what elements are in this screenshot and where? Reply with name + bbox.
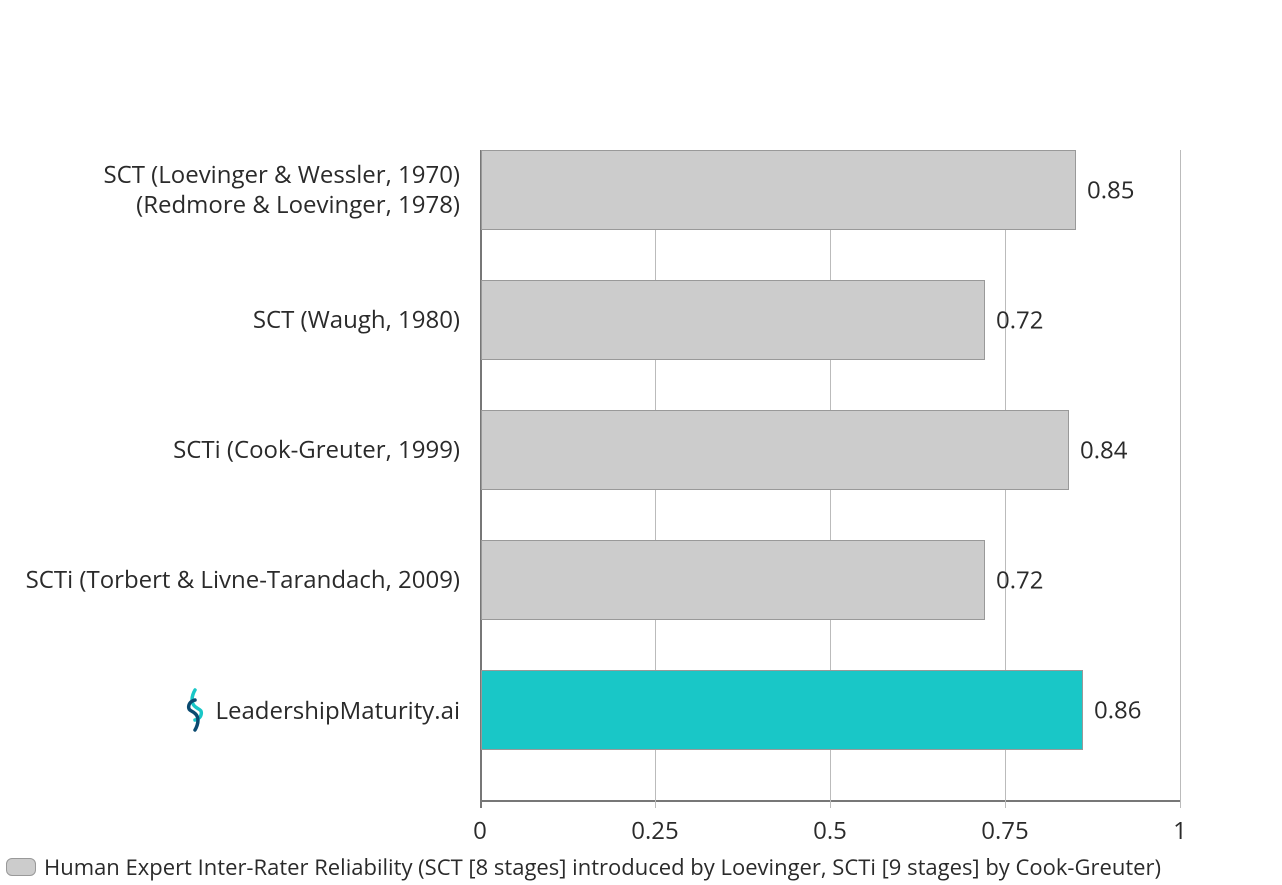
x-tick-line [1180,150,1181,808]
legend-text: Human Expert Inter-Rater Reliability (SC… [44,852,1161,882]
bar-sct-waugh [481,280,985,360]
category-label: SCTi (Torbert & Livne-Tarandach, 2009) [26,565,460,595]
bar-value-label: 0.72 [996,304,1043,337]
bar-scti-cook-greuter [481,410,1069,490]
x-tick-label: 0.75 [981,814,1028,847]
bar-value-label: 0.85 [1087,174,1134,207]
bar-scti-torbert [481,540,985,620]
x-tick-label: 1 [1173,814,1187,847]
category-label: SCT (Waugh, 1980) [253,305,460,335]
leadershipmaturity-logo: LeadershipMaturity.ai [181,688,460,732]
bar-value-label: 0.86 [1094,694,1141,727]
bar-leadershipmaturity-ai [481,670,1083,750]
x-tick-label: 0.25 [631,814,678,847]
x-tick-label: 0.5 [813,814,847,847]
reliability-bar-chart: 0 0.25 0.5 0.75 1 0.85 0.72 0.84 0.72 0.86 Human … [0,0,1282,885]
bar-sct-loevinger-wessler [481,150,1076,230]
plot-area: 00.250.50.7510.850.720.840.720.86 [480,150,1180,800]
category-label: SCTi (Cook-Greuter, 1999) [173,435,460,465]
bar-value-label: 0.72 [996,564,1043,597]
legend-swatch [6,858,36,876]
category-label: LeadershipMaturity.ai [215,694,460,727]
bar-value-label: 0.84 [1080,434,1127,467]
category-label: SCT (Loevinger & Wessler, 1970)(Redmore … [103,160,460,220]
flame-icon [181,688,209,732]
legend: Human Expert Inter-Rater Reliability (SC… [6,852,1161,882]
x-tick-label: 0 [473,814,487,847]
